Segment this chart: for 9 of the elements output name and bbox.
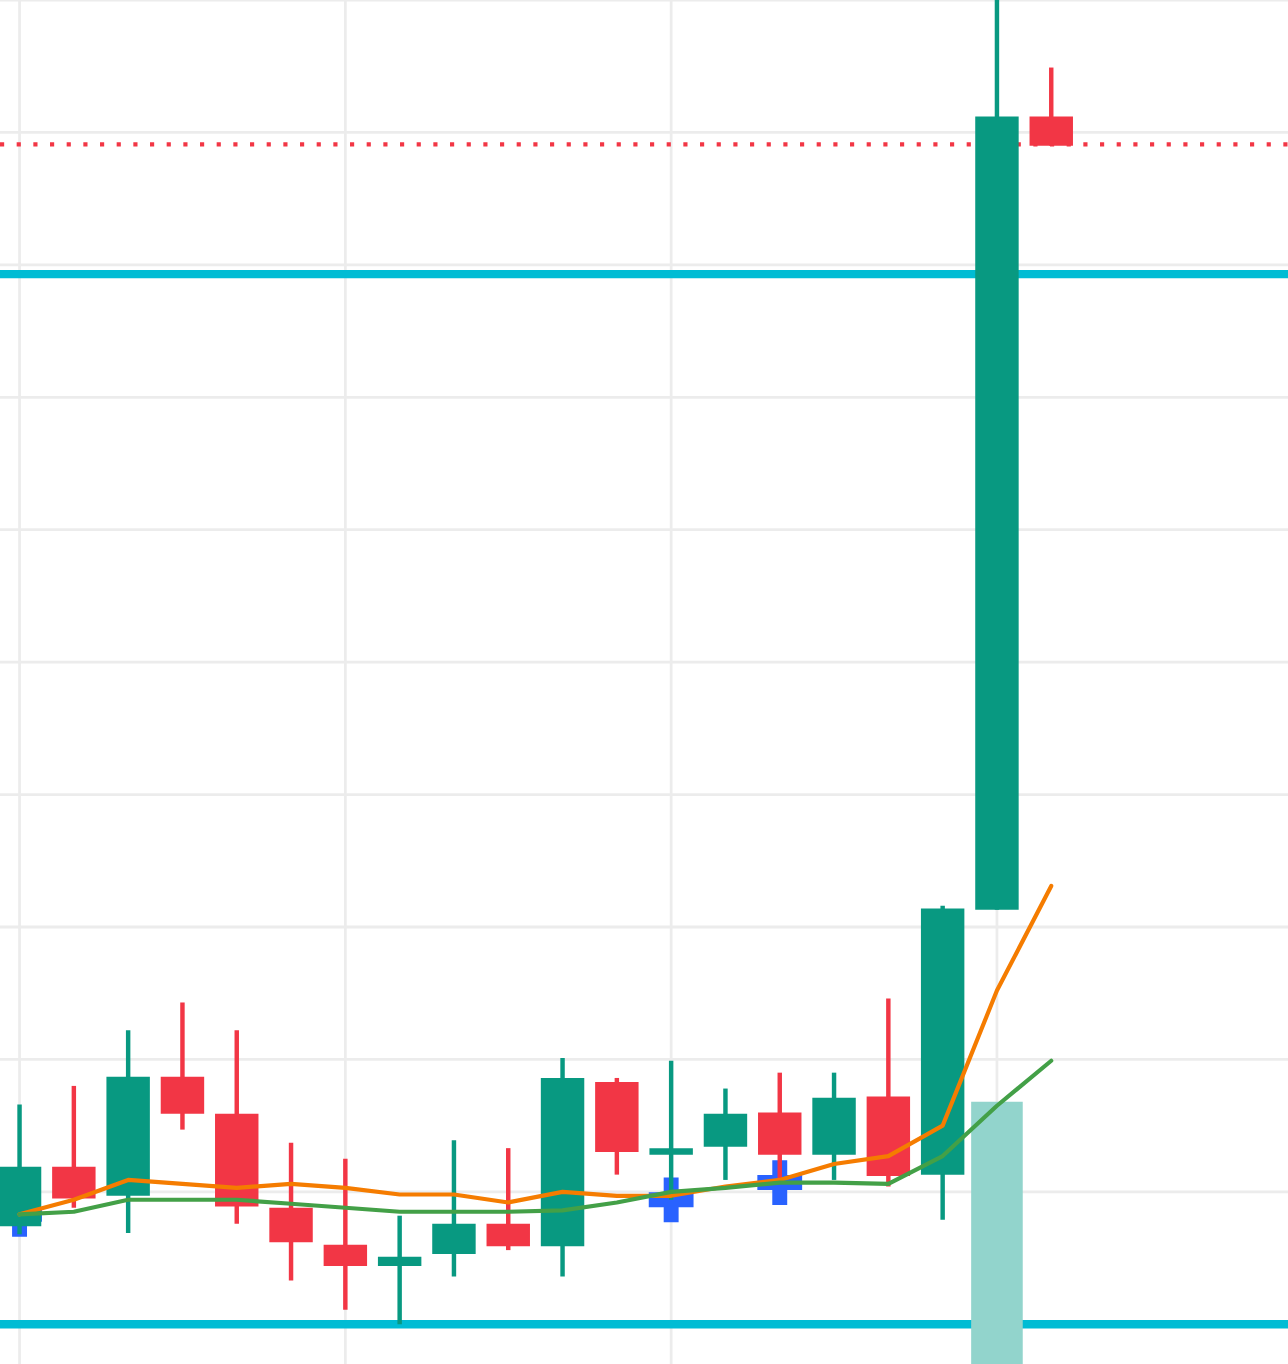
candlestick xyxy=(52,1083,96,1210)
candlestick xyxy=(269,1140,313,1283)
candlestick xyxy=(703,1086,748,1183)
candlestick xyxy=(432,1137,476,1279)
candlestick xyxy=(1029,65,1073,148)
candlestick xyxy=(377,1213,422,1327)
candlestick xyxy=(323,1156,368,1312)
candlestick xyxy=(160,1000,205,1132)
candlestick xyxy=(486,1145,530,1253)
